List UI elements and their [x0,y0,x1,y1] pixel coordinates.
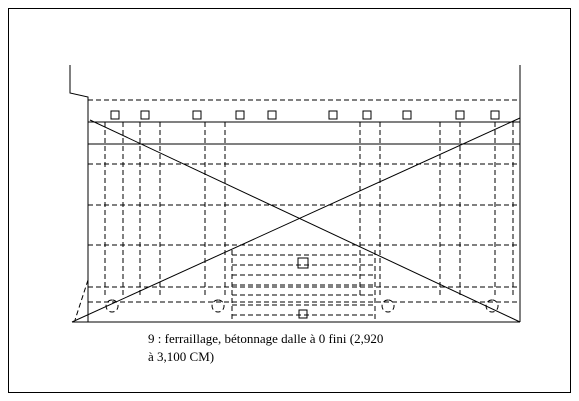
caption-line: 9 : ferraillage, bétonnage dalle à 0 fin… [148,331,383,346]
drawing: 9 : ferraillage, bétonnage dalle à 0 fin… [0,0,579,401]
caption-line: à 3,100 CM) [148,349,214,364]
plan [70,65,520,322]
